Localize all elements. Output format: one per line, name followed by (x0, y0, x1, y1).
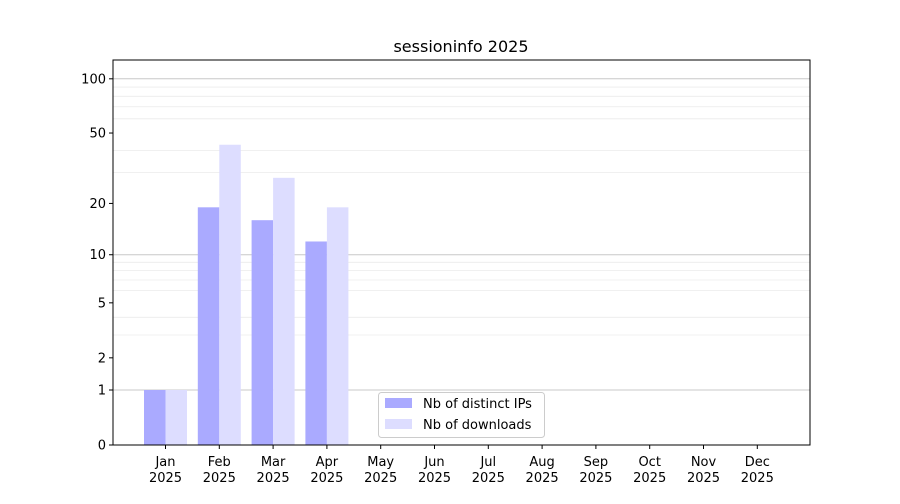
legend-label: Nb of downloads (423, 418, 532, 433)
chart-title: sessioninfo 2025 (393, 37, 528, 56)
bar-downloads (326, 207, 349, 445)
y-tick-label: 10 (89, 248, 106, 263)
x-tick-label: 2025 (633, 471, 666, 486)
x-tick-label: Jul (479, 455, 496, 470)
bar-distinct-ips (144, 390, 166, 445)
x-tick-label: Mar (261, 455, 286, 470)
x-tick-label: 2025 (526, 471, 559, 486)
bar-downloads (165, 390, 187, 445)
x-tick-label: Jun (423, 455, 444, 470)
y-tick-label: 5 (98, 296, 106, 311)
x-tick-label: 2025 (687, 471, 720, 486)
bar-downloads (273, 177, 295, 445)
y-tick-label: 100 (81, 72, 106, 87)
x-tick-label: May (367, 455, 394, 470)
x-tick-label: 2025 (203, 471, 236, 486)
x-tick-label: Oct (638, 455, 660, 470)
x-tick-label: Feb (208, 455, 231, 470)
x-tick-label: Apr (316, 455, 339, 470)
legend-label: Nb of distinct IPs (423, 397, 532, 412)
x-tick-label: 2025 (418, 471, 451, 486)
legend-swatch (385, 419, 412, 429)
bars (144, 144, 349, 445)
bar-distinct-ips (305, 241, 327, 445)
y-tick-label: 50 (89, 127, 106, 142)
y-tick-label: 0 (98, 439, 106, 454)
x-tick-label: 2025 (364, 471, 397, 486)
legend-swatch (385, 398, 412, 408)
bar-downloads (219, 144, 241, 445)
x-tick-label: 2025 (257, 471, 290, 486)
legend-box (378, 392, 545, 438)
x-axis: Jan2025Feb2025Mar2025Apr2025May2025Jun20… (149, 445, 774, 486)
axes-frame (112, 59, 811, 446)
y-axis: 0 1 2 5 10 20 50 100 (81, 72, 113, 454)
x-tick-label: 2025 (579, 471, 612, 486)
x-tick-label: Jan (154, 455, 175, 470)
x-tick-label: Sep (584, 455, 609, 470)
x-tick-label: Dec (745, 455, 770, 470)
y-tick-label: 2 (98, 351, 106, 366)
bar-distinct-ips (197, 207, 220, 445)
y-tick-label: 1 (98, 384, 106, 399)
x-tick-label: 2025 (741, 471, 774, 486)
x-tick-label: Nov (691, 455, 717, 470)
bar-distinct-ips (251, 220, 274, 445)
y-tick-label: 20 (89, 197, 106, 212)
x-tick-label: 2025 (472, 471, 505, 486)
x-tick-label: 2025 (310, 471, 343, 486)
x-tick-label: Aug (529, 455, 554, 470)
legend: Nb of distinct IPs Nb of downloads (378, 392, 545, 438)
x-tick-label: 2025 (149, 471, 182, 486)
